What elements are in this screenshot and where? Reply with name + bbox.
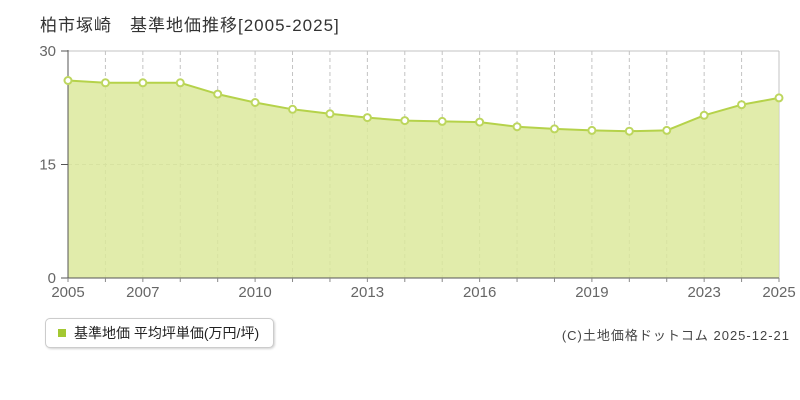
data-point-2023 [699,110,709,120]
data-point-2006 [100,78,110,88]
y-tick-label-15: 15 [39,157,56,174]
data-point-2018 [549,124,559,134]
data-point-2011 [288,104,298,114]
x-tick-label-2013: 2013 [351,284,384,301]
data-point-2005 [63,76,73,85]
x-tick-label-2005: 2005 [51,284,84,301]
data-point-2020 [624,126,634,136]
data-point-2013 [362,113,372,123]
data-point-2016 [475,117,485,127]
x-tick-label-2007: 2007 [126,284,159,301]
data-point-2012 [325,109,335,119]
y-tick-label-30: 30 [39,43,56,60]
area-fill [68,80,779,278]
data-point-2024 [737,100,747,110]
x-tick-label-2019: 2019 [575,284,608,301]
data-point-2014 [400,116,410,126]
x-tick-label-2025: 2025 [762,284,795,301]
data-point-2021 [662,125,672,135]
data-point-2015 [437,116,447,126]
y-tick-label-0: 0 [48,270,56,287]
copyright-text: (C)土地価格ドットコム 2025-12-21 [561,328,790,343]
data-point-2025 [774,93,784,103]
data-point-2017 [512,122,522,132]
data-point-2009 [213,89,223,99]
data-point-2008 [175,78,185,88]
x-tick-label-2016: 2016 [463,284,496,301]
legend-label: 基準地価 平均坪単価(万円/坪) [74,325,260,341]
legend: 基準地価 平均坪単価(万円/坪) [45,318,275,348]
data-point-2019 [587,125,597,135]
data-point-2007 [138,78,148,88]
chart-title: 柏市塚崎 基準地価推移[2005-2025] [40,16,340,35]
legend-marker-square [58,329,66,337]
x-tick-label-2010: 2010 [238,284,271,301]
data-point-2010 [250,98,260,107]
price-trend-chart: 0 15 30 2005 2007 2010 2013 2016 2019 2023 2025 [39,43,795,301]
trend-line [67,79,780,133]
x-tick-label-2023: 2023 [687,284,720,301]
